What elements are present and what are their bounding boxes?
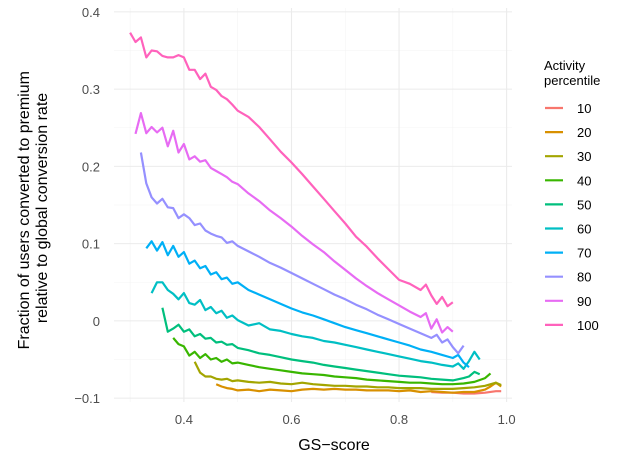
x-tick-label: 0.6 bbox=[282, 412, 300, 427]
y-tick-label: 0.1 bbox=[82, 237, 100, 252]
legend-label-30: 30 bbox=[577, 149, 591, 164]
legend-label-10: 10 bbox=[577, 101, 591, 116]
legend-label-40: 40 bbox=[577, 173, 591, 188]
legend-label-90: 90 bbox=[577, 294, 591, 309]
legend-label-80: 80 bbox=[577, 270, 591, 285]
series-lines bbox=[129, 32, 502, 395]
legend-label-60: 60 bbox=[577, 222, 591, 237]
y-axis-title-line-1: Fraction of users converted to premium bbox=[16, 71, 33, 349]
series-line-70 bbox=[145, 240, 470, 369]
series-line-20 bbox=[215, 381, 502, 394]
y-tick-label: 0.4 bbox=[82, 5, 100, 20]
x-axis-title: GS−score bbox=[298, 437, 370, 454]
legend-items: 10 20 30 40 50 60 70 80 90 100 bbox=[545, 101, 599, 333]
legend-title-line-1: Activity bbox=[544, 58, 586, 73]
x-axis-ticks: 0.4 0.6 0.8 1.0 bbox=[175, 412, 516, 427]
grid bbox=[114, 8, 512, 402]
legend-label-50: 50 bbox=[577, 197, 591, 212]
series-line-100 bbox=[129, 32, 454, 308]
series-line-80 bbox=[139, 152, 465, 355]
series-line-90 bbox=[134, 111, 454, 334]
series-line-50 bbox=[161, 307, 481, 382]
y-tick-label: −0.1 bbox=[74, 391, 100, 406]
legend-label-100: 100 bbox=[577, 318, 599, 333]
series-line-40 bbox=[172, 337, 492, 386]
y-tick-label: 0.3 bbox=[82, 82, 100, 97]
y-tick-label: 0 bbox=[93, 314, 100, 329]
y-axis-title-line-2: relative to global conversion rate bbox=[34, 93, 51, 323]
y-axis-title: Fraction of users converted to premium r… bbox=[16, 67, 51, 350]
legend-title-line-2: percentile bbox=[544, 73, 600, 88]
legend-label-20: 20 bbox=[577, 125, 591, 140]
y-axis-ticks: −0.1 0 0.1 0.2 0.3 0.4 bbox=[74, 5, 100, 406]
x-tick-label: 0.4 bbox=[175, 412, 193, 427]
series-line-60 bbox=[150, 281, 481, 370]
x-tick-label: 0.8 bbox=[390, 412, 408, 427]
series-line-30 bbox=[193, 361, 502, 390]
x-tick-label: 1.0 bbox=[498, 412, 516, 427]
legend: Activity percentile 10203040506070809010… bbox=[544, 58, 600, 333]
y-tick-label: 0.2 bbox=[82, 159, 100, 174]
legend-label-70: 70 bbox=[577, 246, 591, 261]
